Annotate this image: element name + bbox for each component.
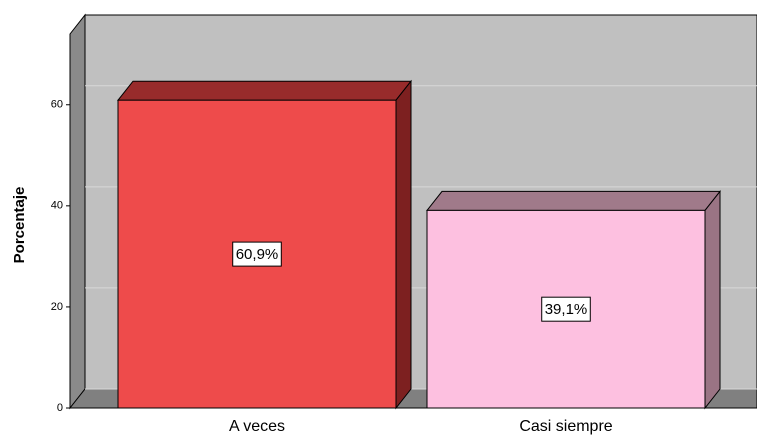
y-axis-title: Porcentaje [11,187,28,264]
bar-side [395,79,412,410]
value-label-box [541,296,591,322]
bar-side [704,189,721,410]
value-label: 39,1% [545,301,588,318]
bar-top [116,80,413,101]
y-tick-label: 20 [51,301,63,313]
y-tick-label: 40 [51,200,63,212]
value-label-box [232,241,282,267]
x-tick-label: A veces [229,418,285,435]
bar-top [425,190,722,211]
left-wall [69,13,86,410]
y-tick-label: 0 [57,402,63,414]
value-label: 60,9% [236,246,279,263]
x-tick-label: Casi siempre [519,418,612,435]
y-tick-label: 60 [51,99,63,111]
